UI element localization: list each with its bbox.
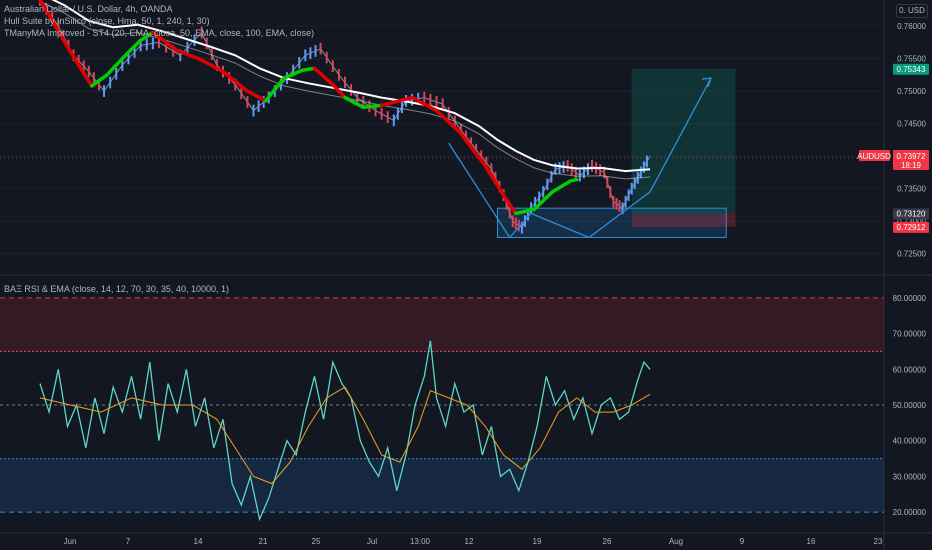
hull-segment-red [38, 0, 94, 88]
time-tick-label: 25 [312, 537, 321, 546]
time-tick-label: Jul [367, 537, 377, 546]
time-tick-label: 23 [874, 537, 883, 546]
time-tick-label: 7 [126, 537, 131, 546]
rsi-oversold-band [0, 458, 884, 513]
rsi-tick-label: 40.00000 [893, 437, 927, 446]
price-tick-label: 0.73500 [897, 185, 926, 194]
time-tick-label: 21 [259, 537, 268, 546]
hull-segment-green [514, 177, 579, 216]
price-path [39, 0, 651, 229]
time-tick-label: Aug [669, 537, 683, 546]
time-tick-label: 26 [603, 537, 612, 546]
currency-button[interactable]: 0. USD [896, 4, 928, 18]
hull-segment-green [90, 30, 155, 88]
time-tick-label: 16 [807, 537, 816, 546]
decline-trendline [448, 142, 511, 238]
stop-price-badge [893, 221, 929, 233]
target-price-badge [893, 63, 929, 75]
last-price-value: 0.73972 [897, 152, 926, 161]
price-tick-label: 0.72500 [897, 250, 926, 259]
time-tick-label: 19 [533, 537, 542, 546]
entry-price-value: 0.73120 [897, 209, 926, 218]
hull-segment-red [151, 30, 268, 103]
hull-segment-green [343, 95, 384, 110]
legend-hull-suite[interactable]: Hull Suite by InSilico (close, Hma, 50, … [4, 16, 210, 26]
symbol-badge-label: AUDUSD [857, 152, 891, 161]
time-tick-label: 14 [194, 537, 203, 546]
target-price-value: 0.75343 [897, 65, 926, 74]
price-tick-label: 0.75500 [897, 55, 926, 64]
legend-tmanyma[interactable]: TManyMA Improved - ST4 (20, EMA, close, … [4, 28, 315, 38]
projection-path [509, 77, 712, 239]
rsi-tick-label: 50.00000 [893, 401, 927, 410]
hull-segment-green [263, 66, 317, 103]
long-position-profit-zone [631, 68, 736, 214]
price-tick-label: 0.73000 [897, 217, 926, 226]
rsi-tick-label: 70.00000 [893, 330, 927, 339]
moving-average-line-secondary [39, 0, 651, 180]
legend-rsi[interactable]: BAΞ RSI & EMA (close, 14, 12, 70, 30, 35… [4, 284, 229, 294]
bar-countdown: 18:19 [901, 161, 922, 170]
price-tick-label: 0.74500 [897, 120, 926, 129]
rsi-tick-label: 30.00000 [893, 472, 927, 481]
projection-arrowhead [701, 77, 712, 88]
legend-symbol[interactable]: Australian Dollar / U.S. Dollar, 4h, OAN… [4, 4, 173, 14]
entry-price-badge [893, 208, 929, 220]
time-tick-label: Jun [64, 537, 77, 546]
rsi-ema-line [39, 386, 651, 485]
price-tick-label: 0.76000 [897, 22, 926, 31]
time-tick-label: 9 [740, 537, 745, 546]
hull-segment-red [379, 95, 518, 216]
rsi-overbought-band [0, 297, 884, 352]
rsi-tick-label: 20.00000 [893, 508, 927, 517]
rsi-tick-label: 80.00000 [893, 294, 927, 303]
moving-average-line [51, 0, 651, 173]
price-tick-label: 0.75000 [897, 87, 926, 96]
hull-segment-red [312, 66, 347, 100]
rsi-tick-label: 60.00000 [893, 365, 927, 374]
support-zone [497, 207, 727, 238]
time-tick-label: 13:00 [410, 537, 431, 546]
symbol-badge [859, 149, 890, 161]
long-position-loss-zone [631, 213, 736, 227]
time-tick-label: 12 [465, 537, 474, 546]
last-price-badge [893, 149, 929, 170]
stop-price-value: 0.72912 [897, 223, 926, 232]
